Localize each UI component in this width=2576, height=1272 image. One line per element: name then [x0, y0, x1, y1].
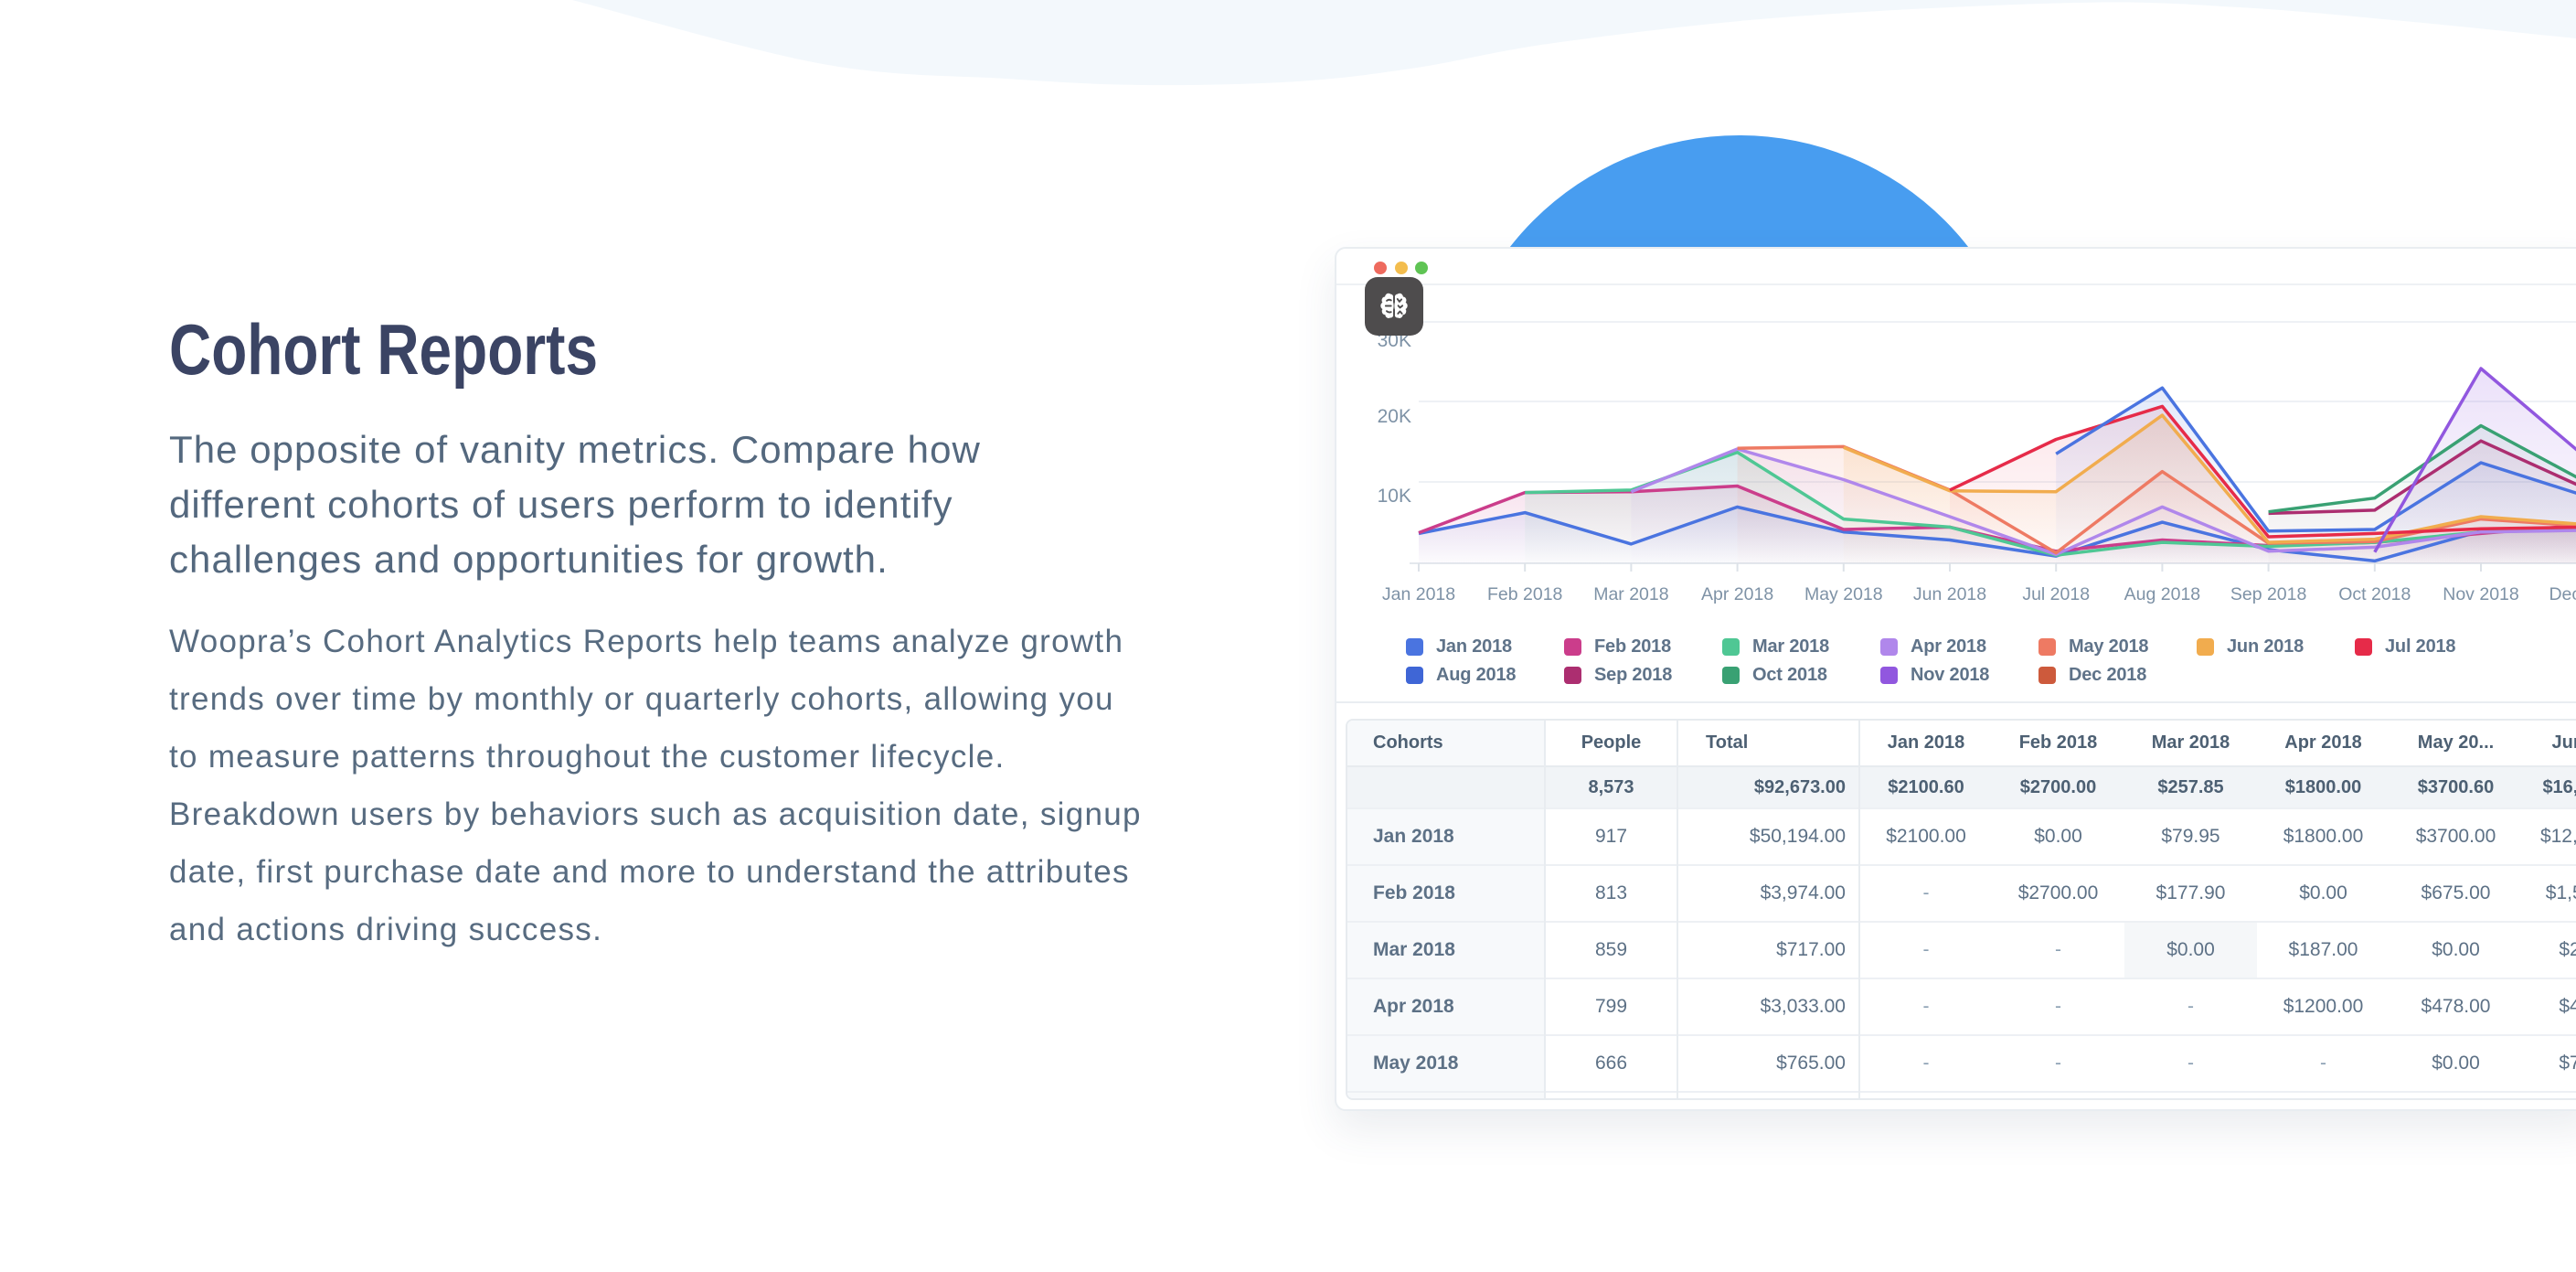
svg-text:May 2018: May 2018 — [1804, 584, 1883, 604]
svg-text:Nov 2018: Nov 2018 — [2443, 584, 2518, 604]
svg-text:Mar 2018: Mar 2018 — [1593, 584, 1668, 604]
svg-text:Jul 2018: Jul 2018 — [2022, 584, 2090, 604]
svg-text:Feb 2018: Feb 2018 — [1487, 584, 1562, 604]
svg-text:Aug 2018: Aug 2018 — [2124, 584, 2201, 604]
svg-text:Jun 2018: Jun 2018 — [1913, 584, 1986, 604]
svg-text:20K: 20K — [1378, 406, 1411, 427]
svg-text:10K: 10K — [1378, 486, 1411, 507]
svg-text:Apr 2018: Apr 2018 — [1701, 584, 1773, 604]
svg-text:Jan 2018: Jan 2018 — [1382, 584, 1455, 604]
svg-text:Oct 2018: Oct 2018 — [2338, 584, 2411, 604]
svg-text:Dec 2018: Dec 2018 — [2549, 584, 2576, 604]
svg-text:Sep 2018: Sep 2018 — [2230, 584, 2307, 604]
